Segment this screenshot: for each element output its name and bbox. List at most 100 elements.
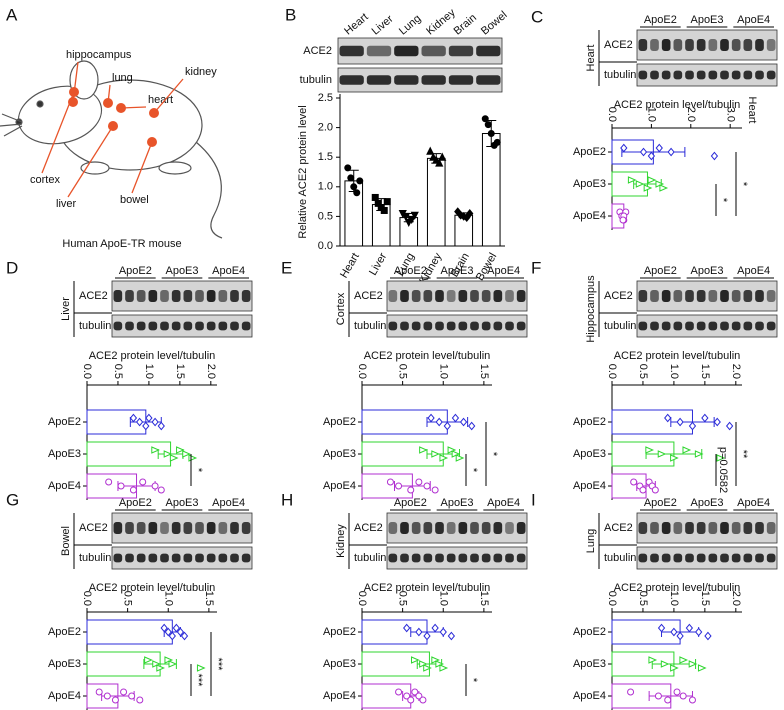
x-tick-label: 0.5 — [637, 364, 649, 379]
blot-band — [411, 321, 421, 331]
data-point — [493, 138, 501, 146]
data-point — [426, 146, 435, 155]
y-axis-title: Relative ACE2 protein level — [297, 105, 309, 238]
data-point — [111, 696, 119, 704]
blot-group-label: ApoE4 — [487, 497, 520, 509]
blot-group-label: ApoE3 — [690, 14, 723, 26]
data-point — [395, 688, 403, 696]
blot-band — [125, 522, 134, 534]
blot-band — [423, 522, 433, 534]
data-point — [704, 631, 712, 641]
blot-lane-label: Heart — [342, 11, 370, 37]
data-point — [620, 143, 628, 153]
blot-group-label: ApoE2 — [394, 265, 427, 277]
blot-band — [388, 522, 398, 534]
blot-band — [661, 70, 671, 80]
blot-band — [493, 321, 503, 331]
data-point — [648, 656, 658, 664]
data-point — [627, 176, 637, 184]
blot-band — [230, 522, 239, 534]
x-tick-label: 0.0 — [606, 591, 618, 606]
blot-band — [638, 522, 648, 534]
blot-row-label: tubulin — [300, 74, 332, 86]
x-tick-label: 1.5 — [174, 364, 186, 379]
blot-band — [650, 553, 659, 563]
x-axis-title: ACE2 protein level/tubulin — [614, 99, 741, 111]
blot-group-label: ApoE4 — [737, 14, 770, 26]
blot-band — [171, 290, 181, 302]
blot-band — [160, 290, 169, 302]
x-axis-title: ACE2 protein level/tubulin — [614, 350, 741, 362]
data-point — [172, 623, 181, 633]
data-point — [152, 660, 161, 668]
tissue-label: Hippocampus — [585, 275, 597, 343]
data-point — [439, 627, 447, 637]
blot-band — [470, 321, 479, 331]
blot-group-label: ApoE4 — [737, 265, 770, 277]
organ-dot — [149, 108, 159, 118]
organ-pointer — [67, 125, 114, 198]
data-point — [356, 177, 364, 185]
panel-letter: C — [531, 7, 543, 26]
blot-band — [113, 522, 123, 534]
blot-band — [638, 39, 648, 51]
blot-band — [731, 70, 741, 80]
data-point — [688, 421, 697, 431]
data-point — [481, 115, 489, 123]
blot-band — [148, 522, 158, 534]
blot-band — [113, 321, 123, 331]
x-tick-label: 1.5 — [478, 591, 490, 606]
blot-band — [446, 290, 456, 302]
mouse-tail — [195, 141, 223, 239]
blot-band — [708, 39, 718, 51]
data-point — [180, 631, 189, 641]
y-tick-label: 1.0 — [318, 181, 333, 193]
blot-row-label: ACE2 — [303, 45, 332, 57]
data-point — [725, 421, 734, 431]
blot-band — [755, 553, 764, 563]
blot-band — [731, 522, 741, 534]
data-point — [157, 421, 165, 431]
blot-group-label: ApoE2 — [644, 497, 677, 509]
blot-group-label: ApoE2 — [644, 14, 677, 26]
blot-row-label: tubulin — [604, 69, 636, 81]
x-tick-label: 2.0 — [685, 107, 697, 122]
blot-band — [206, 553, 216, 563]
data-point — [164, 627, 172, 637]
blot-band — [720, 39, 729, 51]
blot-band — [206, 321, 216, 331]
data-point — [411, 688, 419, 696]
data-point — [438, 152, 447, 161]
blot-band — [493, 290, 503, 302]
significance-label: ** — [737, 450, 749, 459]
data-point — [386, 478, 394, 486]
blot-band — [394, 75, 419, 85]
y-tick-label: ApoE3 — [573, 658, 606, 670]
x-axis-title: ACE2 protein level/tubulin — [614, 582, 741, 594]
blot-band — [743, 522, 753, 534]
data-point — [484, 121, 492, 129]
blot-band — [458, 321, 468, 331]
data-point — [643, 184, 653, 192]
organ-label: lung — [112, 72, 133, 84]
blot-band — [731, 553, 741, 563]
data-point — [431, 656, 440, 664]
blot-band — [505, 522, 514, 534]
data-point — [427, 413, 435, 423]
data-point — [431, 486, 439, 494]
blot-band — [171, 553, 181, 563]
blot-band — [673, 70, 683, 80]
organ-label: cortex — [30, 174, 60, 186]
blot-lane-label: Lung — [397, 13, 423, 38]
bar — [86, 651, 161, 677]
panel-letter: B — [285, 5, 296, 24]
x-tick-label: 0.0 — [81, 591, 93, 606]
y-tick-label: 1.5 — [318, 151, 333, 163]
tissue-label: Bowel — [60, 526, 72, 556]
blot-band — [661, 522, 671, 534]
significance-label: * — [467, 468, 479, 473]
data-point — [176, 446, 185, 454]
bar — [481, 133, 501, 247]
blot-band — [388, 321, 398, 331]
